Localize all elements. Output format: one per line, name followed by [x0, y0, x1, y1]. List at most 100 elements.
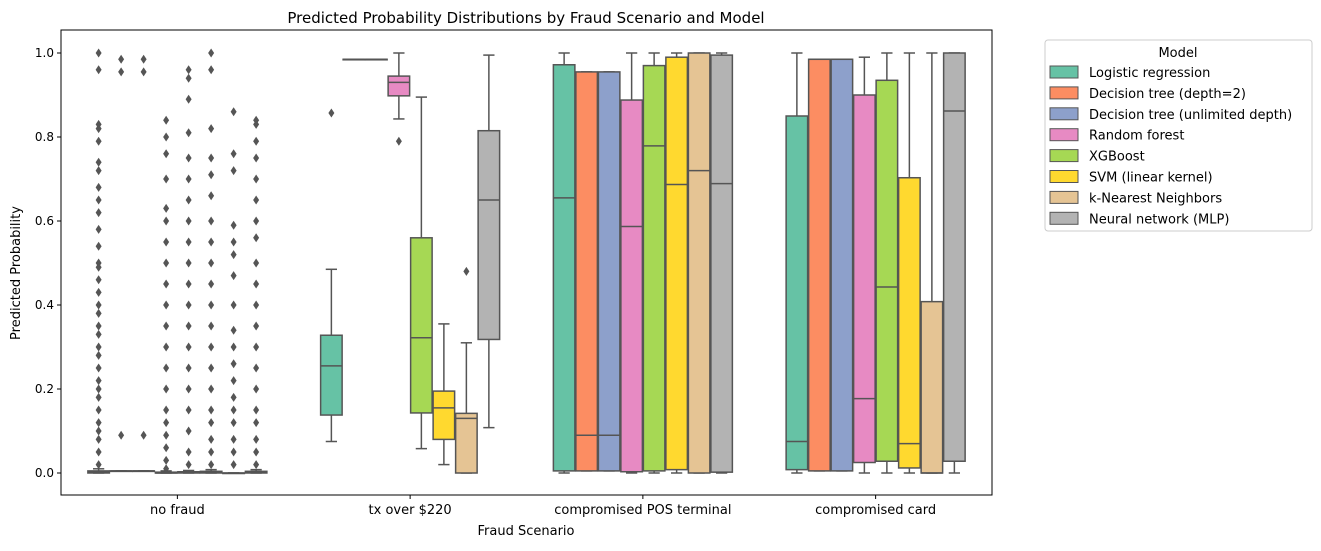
flier — [185, 426, 192, 436]
flier — [208, 418, 215, 428]
flier — [185, 405, 192, 415]
box-body — [920, 300, 944, 474]
box-body — [852, 94, 876, 464]
box-2-3 — [830, 58, 854, 472]
flier — [253, 321, 260, 331]
box-2-2 — [597, 71, 621, 472]
box-body — [830, 58, 854, 472]
box-7-3 — [942, 52, 966, 474]
flier — [140, 54, 147, 64]
box-4-1 — [409, 96, 433, 450]
flier — [185, 216, 192, 226]
box-6-2 — [687, 52, 711, 474]
flier — [163, 300, 170, 310]
box-body — [387, 75, 411, 97]
box-5-1 — [432, 323, 456, 466]
flier — [185, 174, 192, 184]
box-4-3 — [875, 52, 899, 474]
flier — [185, 279, 192, 289]
flier — [185, 342, 192, 352]
box-body — [454, 412, 478, 474]
flier — [328, 108, 335, 118]
flier — [230, 166, 237, 176]
flier — [95, 447, 102, 457]
box-4-0 — [177, 65, 201, 474]
flier — [230, 434, 237, 444]
flier — [185, 460, 192, 470]
flier — [163, 258, 170, 268]
flier — [185, 321, 192, 331]
chart-title: Predicted Probability Distributions by F… — [287, 9, 764, 27]
flier — [163, 430, 170, 440]
flier — [163, 115, 170, 125]
flier — [208, 434, 215, 444]
flier — [95, 136, 102, 146]
y-tick-label: 0.2 — [35, 382, 54, 396]
box-0-1 — [319, 108, 343, 443]
flier — [185, 153, 192, 163]
legend-swatch — [1049, 211, 1079, 225]
flier — [230, 392, 237, 402]
flier — [95, 48, 102, 58]
flier — [163, 418, 170, 428]
legend-swatch — [1049, 170, 1079, 183]
box-2-1 — [364, 58, 388, 61]
box-body — [687, 52, 711, 474]
flier — [95, 224, 102, 234]
flier — [95, 384, 102, 394]
box-1-3 — [807, 58, 831, 472]
flier — [253, 418, 260, 428]
legend-swatch — [1049, 190, 1079, 204]
flier — [253, 153, 260, 163]
flier — [185, 128, 192, 138]
flier — [95, 182, 102, 192]
flier — [230, 220, 237, 230]
flier — [163, 384, 170, 394]
flier — [208, 460, 215, 470]
legend-label: Decision tree (depth=2) — [1089, 87, 1246, 102]
flier — [163, 132, 170, 142]
flier — [253, 434, 260, 444]
box-body — [409, 237, 433, 414]
box-body — [897, 176, 921, 469]
legend: Model Logistic regression Decision tree (… — [1044, 39, 1313, 232]
box-6-0 — [222, 107, 246, 475]
flier — [163, 455, 170, 465]
y-axis-label: Predicted Probability — [9, 206, 24, 340]
box-body — [807, 58, 831, 472]
box-6-3 — [920, 52, 944, 474]
flier — [163, 443, 170, 453]
boxes-layer — [87, 48, 966, 475]
flier — [185, 363, 192, 373]
box-7-0 — [244, 115, 268, 474]
y-tick-label: 0.8 — [35, 130, 54, 144]
flier — [185, 237, 192, 247]
box-4-2 — [642, 52, 666, 474]
flier — [253, 279, 260, 289]
legend-swatch — [1049, 65, 1079, 79]
flier — [140, 67, 147, 77]
box-body — [477, 129, 501, 341]
box-body — [620, 99, 644, 473]
flier — [163, 464, 170, 474]
flier — [230, 405, 237, 415]
flier — [185, 94, 192, 104]
flier — [208, 447, 215, 457]
flier — [95, 287, 102, 297]
legend-title: Model — [1158, 46, 1197, 61]
legend-label: XGBoost — [1089, 150, 1145, 165]
flier — [208, 300, 215, 310]
flier — [185, 65, 192, 75]
flier — [253, 363, 260, 373]
flier — [208, 363, 215, 373]
box-body — [552, 64, 576, 472]
flier — [95, 321, 102, 331]
flier — [95, 208, 102, 218]
ticks-layer: 0.0 0.2 0.4 0.6 0.8 1.0 no fraud tx over $220 co… — [35, 46, 936, 518]
box-2-0 — [132, 54, 156, 473]
flier — [95, 300, 102, 310]
legend-swatch — [1049, 149, 1079, 163]
flier — [230, 300, 237, 310]
legend-label: Random forest — [1089, 129, 1184, 144]
